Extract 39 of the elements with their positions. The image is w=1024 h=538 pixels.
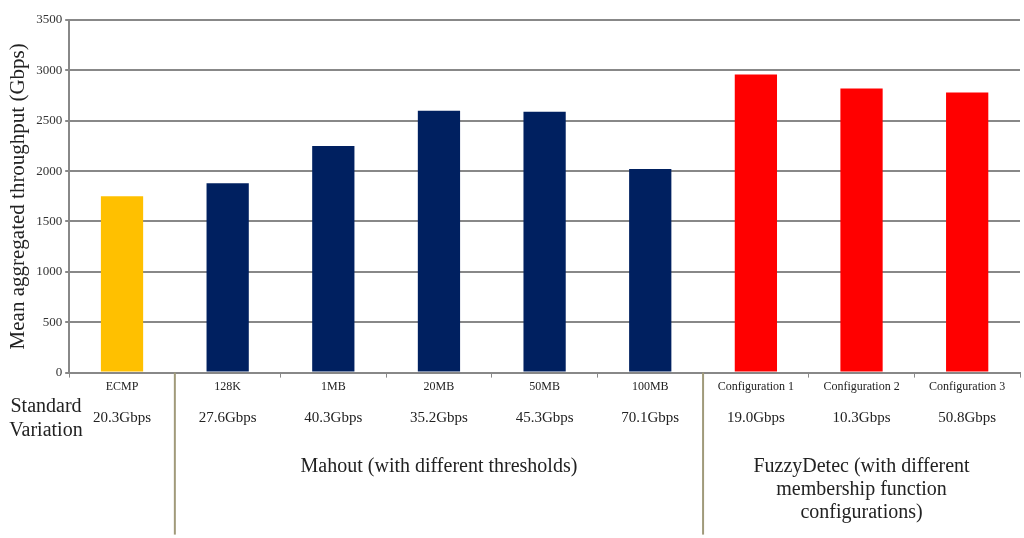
text: 70.1Gbps xyxy=(621,408,680,425)
y-tick-label: 3000 xyxy=(36,61,63,77)
text: 10.3Gbps xyxy=(832,408,891,425)
text: 40.3Gbps xyxy=(304,408,363,425)
bar xyxy=(734,74,778,372)
text: 20.3Gbps xyxy=(93,408,152,425)
bar xyxy=(206,183,249,372)
x-tick-label: 1MB xyxy=(320,378,346,393)
bar xyxy=(100,196,144,372)
x-tick-label: ECMP xyxy=(105,378,139,393)
x-tick-label: 100MB xyxy=(631,378,669,393)
bar xyxy=(417,110,461,372)
y-tick-label: 2000 xyxy=(36,162,63,178)
bar xyxy=(840,88,883,372)
bar xyxy=(629,169,672,372)
text: Mahout (with different thresholds) xyxy=(300,453,578,477)
y-tick-label: 1000 xyxy=(36,263,63,279)
y-tick-label: 1500 xyxy=(36,212,63,228)
text: 35.2Gbps xyxy=(409,408,469,425)
y-axis-title: Mean aggregated throughput (Gbps) xyxy=(5,43,30,350)
bar xyxy=(312,145,355,372)
x-tick-label: 20MB xyxy=(423,378,455,393)
bar xyxy=(523,111,566,372)
y-tick-label: 500 xyxy=(42,313,63,329)
y-tick-label: 2500 xyxy=(36,112,63,128)
text: 50.8Gbps xyxy=(938,408,997,425)
x-tick-label: 128K xyxy=(214,378,242,393)
y-tick-label: 0 xyxy=(55,364,63,380)
y-tick-label: 3500 xyxy=(36,11,63,27)
bar xyxy=(946,92,989,372)
x-tick-label: Configuration 3 xyxy=(929,378,1006,393)
x-tick-label: Configuration 1 xyxy=(717,378,795,393)
text: 45.3Gbps xyxy=(515,408,574,425)
x-tick-label: Configuration 2 xyxy=(823,378,900,393)
text: Standard Variation xyxy=(9,393,83,440)
text: 27.6Gbps xyxy=(198,408,257,425)
x-tick-label: 50MB xyxy=(529,378,560,393)
text: FuzzyDetec (with different membership function configurations) xyxy=(753,453,971,523)
text: 19.0Gbps xyxy=(726,408,786,425)
